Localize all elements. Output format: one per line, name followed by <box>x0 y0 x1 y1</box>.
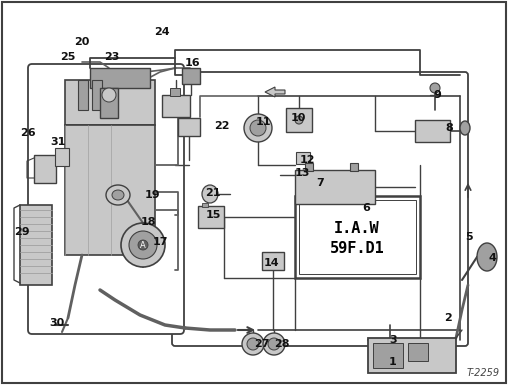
Bar <box>65 125 155 255</box>
Bar <box>373 343 403 368</box>
Ellipse shape <box>247 338 259 350</box>
Text: 2: 2 <box>444 313 452 323</box>
Text: 18: 18 <box>140 217 156 227</box>
Bar <box>350 163 358 171</box>
Text: 19: 19 <box>144 190 160 200</box>
Bar <box>170 88 180 96</box>
Bar <box>262 252 284 270</box>
Text: 23: 23 <box>104 52 120 62</box>
Text: 6: 6 <box>362 203 370 213</box>
Text: 1: 1 <box>389 357 397 367</box>
Text: 17: 17 <box>152 237 168 247</box>
Text: 24: 24 <box>154 27 170 37</box>
Text: 4: 4 <box>488 253 496 263</box>
Bar <box>34 155 56 183</box>
Polygon shape <box>265 87 285 97</box>
Text: I.A.W: I.A.W <box>334 221 380 236</box>
Ellipse shape <box>112 190 124 200</box>
Ellipse shape <box>263 333 285 355</box>
Ellipse shape <box>460 121 470 135</box>
Text: T-2259: T-2259 <box>467 368 500 378</box>
Text: A: A <box>140 241 146 249</box>
Text: 27: 27 <box>254 339 270 349</box>
Text: 3: 3 <box>389 335 397 345</box>
Text: 28: 28 <box>274 339 290 349</box>
Bar <box>65 80 155 125</box>
Bar <box>286 108 312 132</box>
Bar <box>295 170 375 204</box>
Text: 21: 21 <box>205 188 221 198</box>
Ellipse shape <box>477 243 497 271</box>
Text: 25: 25 <box>60 52 76 62</box>
Text: 22: 22 <box>214 121 230 131</box>
Ellipse shape <box>295 116 303 124</box>
Ellipse shape <box>138 240 148 250</box>
Bar <box>415 120 450 142</box>
Ellipse shape <box>244 114 272 142</box>
Bar <box>368 338 456 373</box>
FancyBboxPatch shape <box>172 72 468 346</box>
Text: 30: 30 <box>49 318 65 328</box>
Ellipse shape <box>202 185 218 203</box>
Text: 10: 10 <box>290 113 306 123</box>
Text: 12: 12 <box>299 155 315 165</box>
Bar <box>162 95 190 117</box>
Text: 14: 14 <box>264 258 280 268</box>
Text: 31: 31 <box>50 137 66 147</box>
Bar <box>198 206 224 228</box>
Bar <box>182 68 200 84</box>
Ellipse shape <box>242 333 264 355</box>
Bar <box>296 152 310 164</box>
Ellipse shape <box>430 83 440 93</box>
Bar <box>90 68 150 88</box>
Text: 9: 9 <box>433 90 441 100</box>
Ellipse shape <box>268 338 280 350</box>
Text: 8: 8 <box>445 123 453 133</box>
Bar <box>92 80 102 110</box>
Text: 13: 13 <box>294 168 310 178</box>
Text: 15: 15 <box>205 210 220 220</box>
Bar <box>295 196 420 278</box>
Bar <box>20 205 52 285</box>
Bar <box>305 163 313 171</box>
Text: 20: 20 <box>74 37 90 47</box>
Text: 26: 26 <box>20 128 36 138</box>
Bar <box>299 200 416 274</box>
Text: 59F.D1: 59F.D1 <box>330 241 385 256</box>
Bar <box>100 88 118 118</box>
Text: 29: 29 <box>14 227 30 237</box>
Ellipse shape <box>102 88 116 102</box>
Ellipse shape <box>121 223 165 267</box>
Ellipse shape <box>250 120 266 136</box>
Text: 5: 5 <box>465 232 473 242</box>
Bar <box>178 118 200 136</box>
Text: 11: 11 <box>255 117 271 127</box>
Bar <box>78 80 88 110</box>
Bar <box>408 343 428 361</box>
FancyBboxPatch shape <box>28 64 184 334</box>
Bar <box>55 148 69 166</box>
Bar <box>202 203 208 207</box>
Ellipse shape <box>129 231 157 259</box>
Ellipse shape <box>106 185 130 205</box>
Text: 16: 16 <box>184 58 200 68</box>
Text: 7: 7 <box>316 178 324 188</box>
